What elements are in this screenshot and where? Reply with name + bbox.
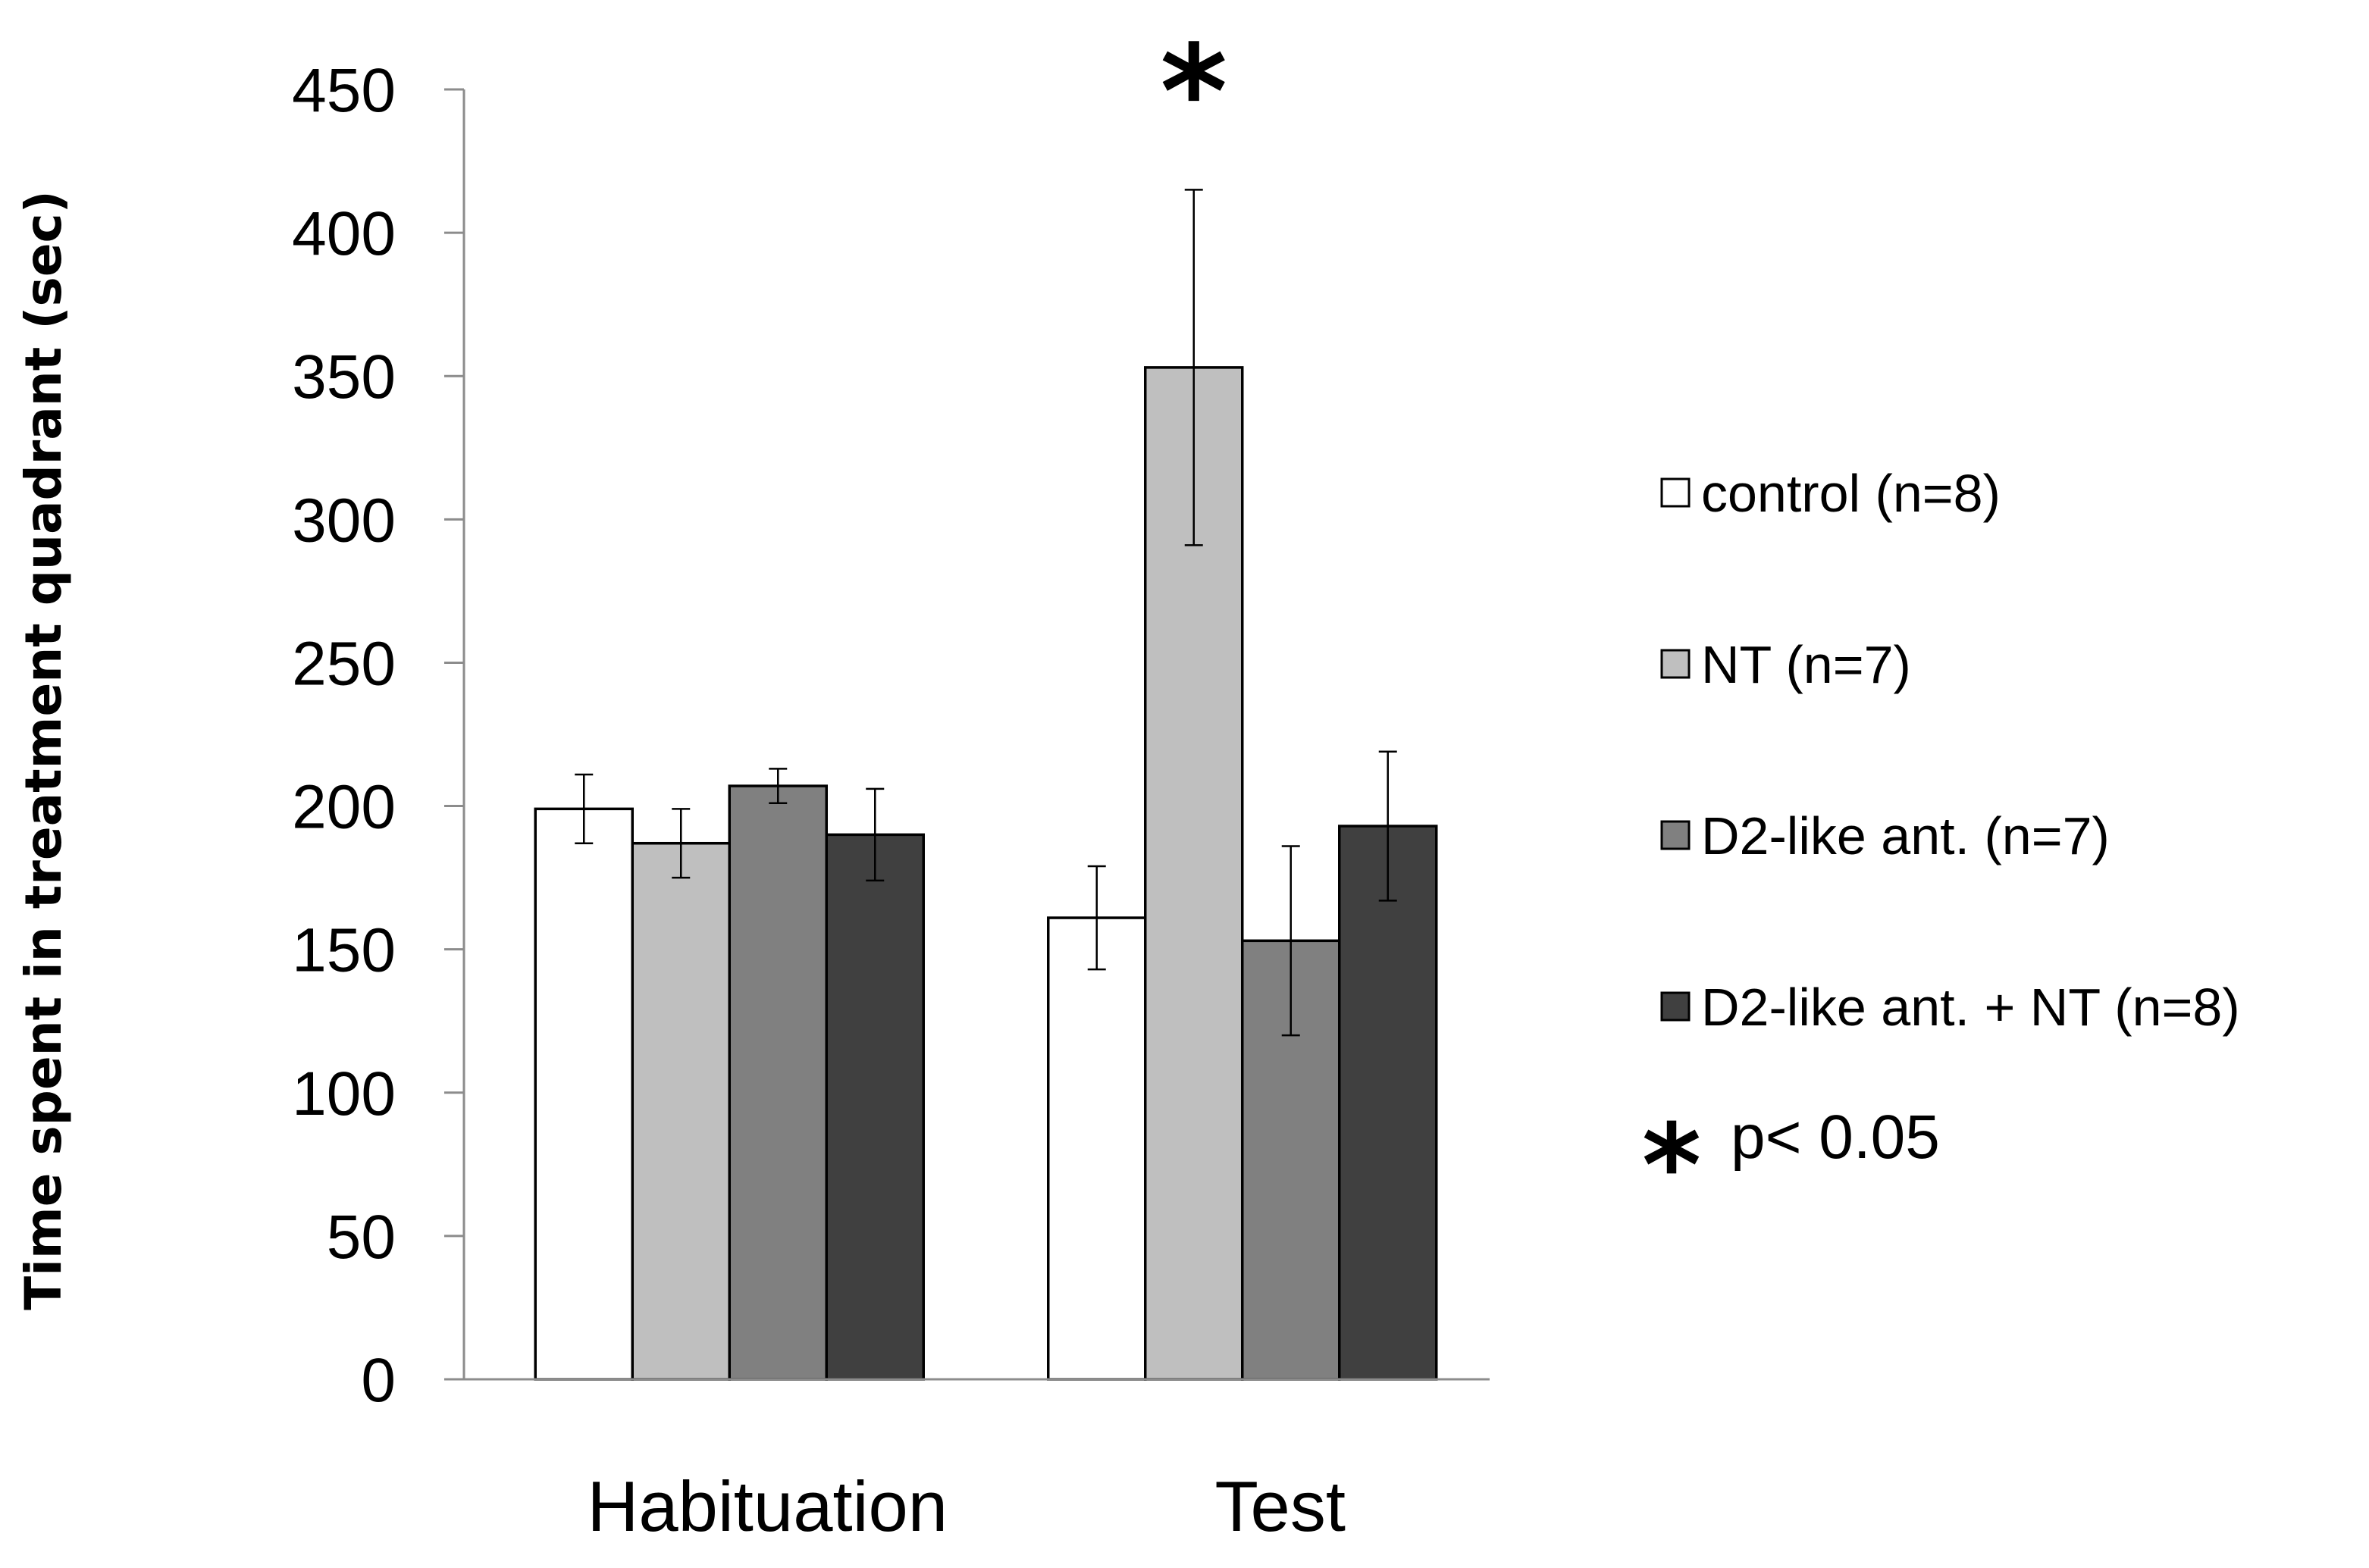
y-tick-label: 0 (361, 1346, 396, 1415)
y-tick-label: 250 (292, 629, 396, 698)
x-tick-label: Test (1215, 1466, 1346, 1546)
note-star: * (1642, 1100, 1701, 1232)
y-axis-label: Time spent in treatment quadrant (sec) (14, 190, 73, 1310)
bar (534, 807, 634, 1381)
legend-label: D2-like ant. + NT (n=8) (1701, 978, 2240, 1037)
legend-label: D2-like ant. (n=7) (1701, 806, 2110, 865)
y-tick-label: 100 (292, 1059, 396, 1128)
bar (1338, 825, 1438, 1381)
y-tick-label: 450 (292, 56, 396, 125)
x-tick-label: Habituation (587, 1466, 948, 1546)
y-tick-label: 350 (292, 343, 396, 412)
y-tick-label: 150 (292, 916, 396, 985)
bar (631, 841, 731, 1381)
y-tick-label: 400 (292, 199, 396, 268)
bars: * (534, 17, 1438, 1381)
legend-label: NT (n=7) (1701, 635, 1911, 694)
y-axis: 0 50 100 150 200 250 300 350 400 450 (292, 56, 465, 1415)
y-tick-label: 200 (292, 773, 396, 842)
legend: control (n=8) NT (n=7) D2-like ant. (n=7) D… (1660, 464, 2240, 1037)
bar (825, 833, 925, 1381)
y-tick-label: 300 (292, 486, 396, 555)
note-text: p< 0.05 (1731, 1103, 1940, 1172)
bar (728, 784, 828, 1381)
significance-star: * (1160, 17, 1227, 167)
legend-swatch (1660, 649, 1691, 679)
x-axis: Habituation Test (464, 1378, 1490, 1546)
bar (1047, 916, 1147, 1381)
legend-swatch (1660, 820, 1691, 850)
legend-label: control (n=8) (1701, 464, 2001, 523)
legend-swatch (1660, 477, 1691, 508)
y-tick-label: 50 (327, 1203, 396, 1272)
legend-swatch (1660, 991, 1691, 1022)
significance-note: * p< 0.05 (1642, 1100, 1940, 1232)
